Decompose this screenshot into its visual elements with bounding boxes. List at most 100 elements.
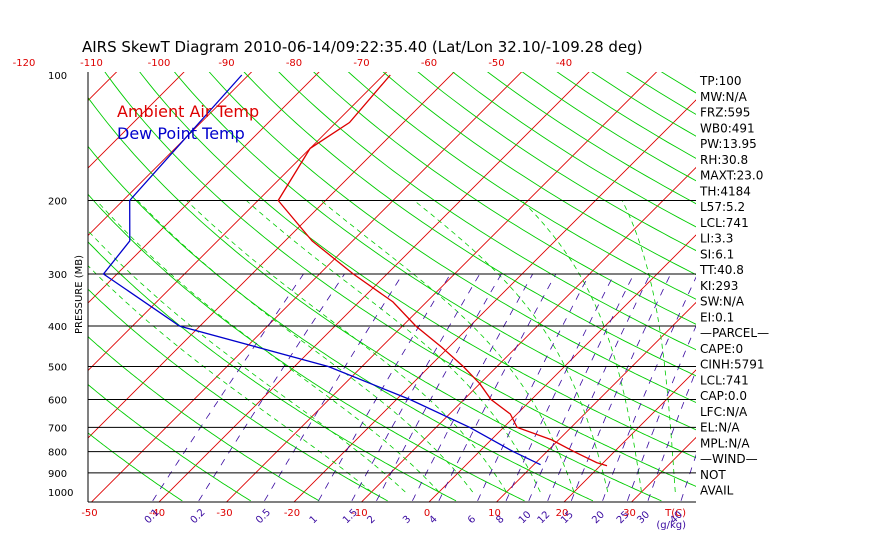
index-entry: LI:3.3 bbox=[700, 232, 733, 246]
pressure-tick-label: 700 bbox=[48, 423, 67, 434]
legend: Ambient Air Temp Dew Point Temp bbox=[117, 102, 259, 143]
top-temp-tick-label: -60 bbox=[421, 58, 437, 69]
dry-adiabat-line bbox=[88, 432, 183, 502]
moist-adiabat-line bbox=[621, 200, 676, 493]
dry-adiabat-line bbox=[104, 72, 696, 487]
pressure-tick-label: 600 bbox=[48, 395, 67, 406]
isotherm-line bbox=[757, 65, 870, 512]
legend-entry: Dew Point Temp bbox=[117, 124, 245, 143]
isotherm-line bbox=[293, 99, 696, 502]
sounding-profiles bbox=[102, 74, 608, 467]
moist-adiabat-line bbox=[137, 200, 474, 493]
index-entry: TH:4184 bbox=[699, 184, 751, 198]
dew-point-profile bbox=[102, 74, 541, 466]
pressure-tick-label: 200 bbox=[48, 197, 67, 208]
moist-adiabat-line bbox=[88, 265, 372, 493]
mixing-ratio-line bbox=[376, 273, 502, 501]
bottom-temp-tick-label: 10 bbox=[488, 508, 501, 519]
mixing-ratio-line bbox=[412, 273, 534, 501]
dry-adiabat-line bbox=[88, 383, 251, 502]
isotherm-line bbox=[88, 72, 118, 102]
index-entry: AVAIL bbox=[700, 484, 734, 498]
dry-adiabat-line bbox=[313, 72, 696, 325]
mixing-ratio-line bbox=[647, 370, 696, 501]
index-entry: RH:30.8 bbox=[700, 153, 748, 167]
dry-adiabat-line bbox=[382, 72, 696, 276]
top-temp-tick-label: -120 bbox=[13, 58, 36, 69]
mixing-ratio-line bbox=[528, 273, 635, 501]
mixing-ratio-tick-label: 12 bbox=[536, 509, 553, 526]
index-entry: LCL:741 bbox=[700, 216, 749, 230]
mixing-ratio-line bbox=[438, 273, 557, 501]
mixing-ratio-unit-label: (g/kg) bbox=[656, 520, 686, 531]
index-entry: CINH:5791 bbox=[700, 358, 765, 372]
mixing-ratio-line bbox=[351, 273, 481, 501]
index-entry: NOT bbox=[700, 468, 726, 482]
dry-adiabat-line bbox=[88, 145, 594, 502]
index-entry: EL:N/A bbox=[700, 421, 740, 435]
index-entry: —WIND— bbox=[700, 452, 758, 466]
mixing-ratio-tick-label: 1 bbox=[308, 514, 320, 526]
mixing-ratio-tick-label: 30 bbox=[635, 509, 652, 526]
index-entry: MW:N/A bbox=[700, 90, 748, 104]
isotherm-line bbox=[824, 65, 870, 512]
isotherm-line bbox=[0, 65, 56, 512]
index-entry: WB0:491 bbox=[700, 121, 755, 135]
dry-adiabat-line bbox=[88, 96, 662, 502]
index-entry: PW:13.95 bbox=[700, 137, 757, 151]
index-entry: SI:6.1 bbox=[700, 247, 734, 261]
dry-adiabat-line bbox=[139, 72, 696, 459]
index-entry: SW:N/A bbox=[700, 295, 745, 309]
moist-adiabat-line bbox=[96, 200, 440, 493]
chart-title: AIRS SkewT Diagram 2010-06-14/09:22:35.4… bbox=[82, 38, 643, 56]
bottom-temp-tick-label: 30 bbox=[623, 508, 636, 519]
mixing-ratio-line bbox=[505, 273, 615, 501]
dry-adiabat-line bbox=[755, 66, 870, 501]
pressure-tick-label: 500 bbox=[48, 362, 67, 373]
index-entry: FRZ:595 bbox=[700, 106, 750, 120]
pressure-tick-label: 300 bbox=[48, 270, 67, 281]
isotherm-line bbox=[88, 72, 185, 169]
air-temp-profile bbox=[277, 74, 608, 467]
top-temp-tick-label: -50 bbox=[488, 58, 504, 69]
bottom-temp-tick-label: 0 bbox=[424, 508, 430, 519]
index-entry: LFC:N/A bbox=[700, 405, 748, 419]
top-temp-tick-label: -80 bbox=[286, 58, 302, 69]
isotherm-line bbox=[360, 166, 696, 502]
mixing-ratio-line bbox=[152, 273, 304, 502]
index-entry: MPL:N/A bbox=[700, 436, 750, 450]
mixing-ratio-tick-label: 10 bbox=[517, 509, 534, 526]
top-temp-tick-label: -100 bbox=[148, 58, 171, 69]
mixing-ratio-line bbox=[477, 273, 590, 501]
dry-adiabat-line bbox=[417, 72, 696, 252]
dry-adiabat-line bbox=[173, 72, 696, 431]
mixing-ratio-line bbox=[318, 273, 451, 501]
index-entry: CAPE:0 bbox=[700, 342, 743, 356]
index-entry: MAXT:23.0 bbox=[700, 169, 763, 183]
mixing-ratio-line bbox=[627, 325, 696, 501]
bottom-temp-tick-label: -50 bbox=[81, 508, 97, 519]
isotherm-line bbox=[158, 72, 590, 502]
dry-adiabat-line bbox=[347, 72, 696, 300]
mixing-ratio-tick-label: 3 bbox=[401, 514, 413, 526]
index-entry: L57:5.2 bbox=[700, 200, 745, 214]
index-entry: EI:0.1 bbox=[700, 310, 734, 324]
mixing-ratio-tick-label: 0.2 bbox=[189, 507, 208, 526]
dry-adiabat-line bbox=[790, 66, 870, 501]
dry-adiabat-line bbox=[243, 72, 696, 377]
mixing-ratio-tick-label: 4 bbox=[427, 514, 439, 526]
pressure-tick-label: 900 bbox=[48, 469, 67, 480]
mixing-ratio-tick-label: 20 bbox=[590, 509, 607, 526]
dry-adiabat-line bbox=[88, 193, 525, 502]
mixing-ratio-lines bbox=[152, 273, 696, 502]
dry-adiabat-line bbox=[88, 336, 320, 502]
index-entry: —PARCEL— bbox=[700, 326, 769, 340]
isotherm-line bbox=[88, 72, 388, 372]
dry-adiabat-line bbox=[208, 72, 696, 403]
moist-adiabat-lines bbox=[88, 200, 676, 493]
mixing-ratio-tick-label: 8 bbox=[494, 514, 506, 526]
mixing-ratio-tick-label: 6 bbox=[466, 514, 478, 526]
top-temp-tick-label: -110 bbox=[80, 58, 103, 69]
